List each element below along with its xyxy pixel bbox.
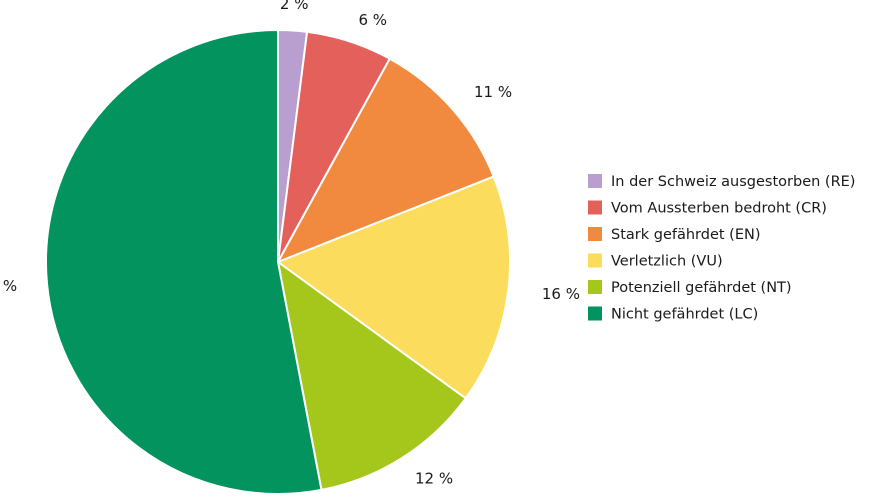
legend-swatch bbox=[588, 174, 602, 188]
slice-percent-label: 12 % bbox=[415, 469, 453, 487]
legend-swatch bbox=[588, 280, 602, 294]
legend-swatch bbox=[588, 200, 602, 215]
legend: In der Schweiz ausgestorben (RE) Vom Auss… bbox=[588, 174, 855, 323]
pie-slice-6 bbox=[45, 29, 323, 495]
slice-percent-label: 16 % bbox=[542, 285, 580, 303]
legend-label: In der Schweiz ausgestorben (RE) bbox=[611, 174, 855, 190]
legend-label: Vom Aussterben bedroht (CR) bbox=[611, 201, 827, 217]
legend-swatch bbox=[588, 306, 602, 321]
legend-label: Potenziell gefährdet (NT) bbox=[611, 280, 792, 296]
pie-slices bbox=[45, 29, 511, 495]
legend-swatch bbox=[588, 227, 602, 241]
slice-percent-label: 53 % bbox=[0, 277, 17, 295]
pie-percent-labels: 2 % 6 % 11 % 16 % 12 % 53 % bbox=[0, 0, 580, 487]
slice-percent-label: 2 % bbox=[280, 0, 309, 13]
slice-percent-label: 6 % bbox=[359, 11, 388, 29]
pie-slice-3 bbox=[277, 57, 495, 263]
legend-label: Nicht gefährdet (LC) bbox=[611, 307, 758, 323]
pie-slice-4 bbox=[277, 175, 511, 400]
pie-slice-5 bbox=[277, 261, 467, 491]
legend-label: Verletzlich (VU) bbox=[611, 254, 723, 270]
legend-label: Stark gefährdet (EN) bbox=[611, 227, 761, 243]
slice-percent-label: 11 % bbox=[474, 83, 512, 101]
legend-swatch bbox=[588, 253, 602, 268]
